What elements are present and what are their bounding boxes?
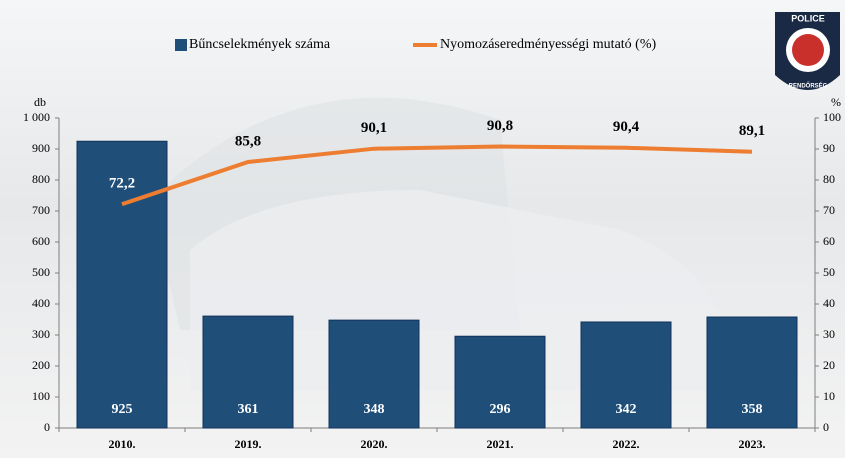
y-tick-label: 400 xyxy=(32,296,50,310)
y2-tick-label: 90 xyxy=(823,141,835,155)
x-tick-label: 2023. xyxy=(739,437,766,451)
legend-swatch xyxy=(175,39,187,51)
legend-label: Bűncselekmények száma xyxy=(189,37,331,52)
bar xyxy=(202,315,294,429)
y2-tick-label: 30 xyxy=(823,327,835,341)
y-tick-label: 500 xyxy=(32,265,50,279)
line xyxy=(121,144,753,207)
y2-tick-label: 40 xyxy=(823,296,835,310)
y-tick-label: 200 xyxy=(32,358,50,372)
bar-value-label: 348 xyxy=(364,402,385,417)
line-value-label: 90,4 xyxy=(613,119,640,135)
y-axis-label: db xyxy=(34,95,46,109)
y-tick-label: 0 xyxy=(44,420,50,434)
x-tick-label: 2022. xyxy=(613,437,640,451)
bar xyxy=(328,319,420,429)
bar-value-label: 925 xyxy=(112,402,133,417)
bar-value-label: 296 xyxy=(490,402,511,417)
y-tick-label: 100 xyxy=(32,389,50,403)
line-value-label: 89,1 xyxy=(739,123,765,139)
x-tick-label: 2021. xyxy=(487,437,514,451)
y-tick-label: 1 000 xyxy=(23,110,50,124)
legend-label: Nyomozáseredményességi mutató (%) xyxy=(440,37,656,52)
y2-tick-label: 60 xyxy=(823,234,835,248)
bar-value-label: 361 xyxy=(238,402,259,417)
y2-tick-label: 70 xyxy=(823,203,835,217)
x-tick-label: 2010. xyxy=(109,437,136,451)
y2-tick-label: 20 xyxy=(823,358,835,372)
bar xyxy=(706,316,798,429)
line-value-label: 90,8 xyxy=(487,118,513,134)
y-tick-label: 900 xyxy=(32,141,50,155)
y-tick-label: 600 xyxy=(32,234,50,248)
y2-tick-label: 80 xyxy=(823,172,835,186)
line-value-label: 72,2 xyxy=(109,176,135,192)
y-tick-label: 700 xyxy=(32,203,50,217)
y2-tick-label: 0 xyxy=(823,420,829,434)
y2-axis-label: % xyxy=(831,95,841,109)
y-tick-label: 300 xyxy=(32,327,50,341)
x-tick-label: 2019. xyxy=(235,437,262,451)
line-value-label: 90,1 xyxy=(361,120,387,136)
bar xyxy=(454,335,546,429)
y-tick-label: 800 xyxy=(32,172,50,186)
bar-value-label: 342 xyxy=(616,402,637,417)
bar xyxy=(76,140,168,429)
line-value-label: 85,8 xyxy=(235,133,261,149)
logo-emblem xyxy=(792,34,824,66)
logo-top: POLICE xyxy=(791,13,825,23)
bar xyxy=(580,321,672,429)
bar-value-label: 358 xyxy=(742,402,763,417)
logo-bottom: RENDŐRSÉG xyxy=(789,82,828,90)
y2-tick-label: 50 xyxy=(823,265,835,279)
y2-tick-label: 100 xyxy=(823,110,841,124)
x-tick-label: 2020. xyxy=(361,437,388,451)
y2-tick-label: 10 xyxy=(823,389,835,403)
logo: POLICE RENDŐRSÉG xyxy=(775,12,840,90)
